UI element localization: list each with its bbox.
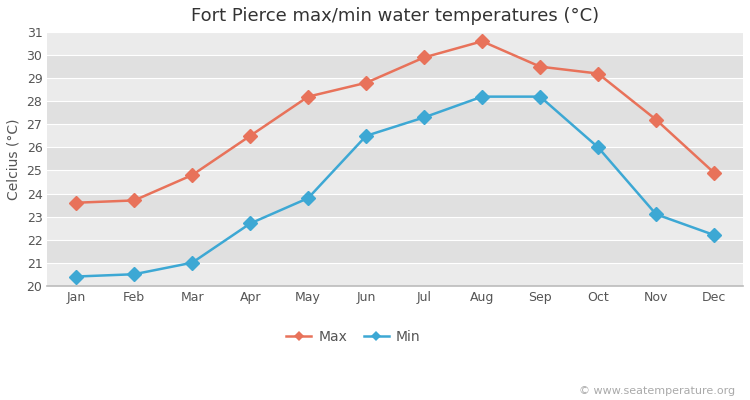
Text: © www.seatemperature.org: © www.seatemperature.org <box>579 386 735 396</box>
Bar <box>47 170 743 194</box>
Bar <box>47 32 743 55</box>
Bar <box>47 55 743 78</box>
Bar <box>47 240 743 263</box>
Legend: Max, Min: Max, Min <box>280 325 426 350</box>
Bar <box>47 194 743 216</box>
Bar <box>47 216 743 240</box>
Bar <box>47 124 743 147</box>
Bar <box>47 263 743 286</box>
Title: Fort Pierce max/min water temperatures (°C): Fort Pierce max/min water temperatures (… <box>191 7 599 25</box>
Bar <box>47 101 743 124</box>
Y-axis label: Celcius (°C): Celcius (°C) <box>7 118 21 200</box>
Bar <box>47 147 743 170</box>
Bar <box>47 78 743 101</box>
